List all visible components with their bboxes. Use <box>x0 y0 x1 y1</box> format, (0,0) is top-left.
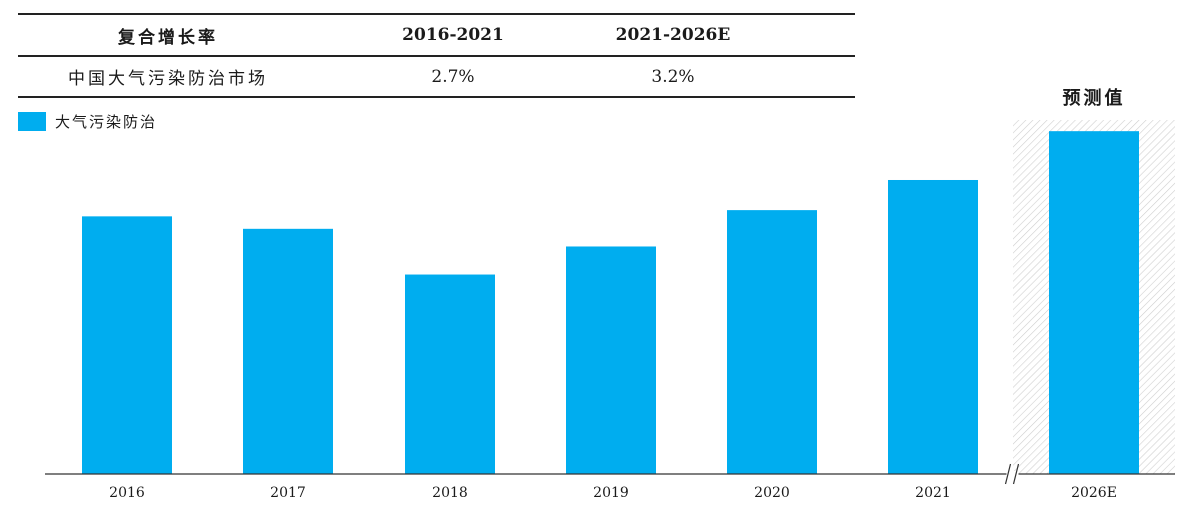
legend-label: 大气污染防治 <box>55 113 158 131</box>
bar-2019 <box>566 246 656 474</box>
x-tick-label: 2019 <box>593 485 629 501</box>
x-tick-label: 2020 <box>754 485 790 501</box>
chart-legend: 大气污染防治 <box>18 111 157 132</box>
cagr-data-row: 中国大气污染防治市场 2.7% 3.2% <box>18 57 855 96</box>
bar-2017 <box>243 228 333 474</box>
bar-2020 <box>727 210 817 474</box>
x-tick-label: 2026E <box>1071 485 1117 501</box>
cagr-value-period-2: 3.2% <box>651 66 695 87</box>
bar-2021 <box>888 179 978 474</box>
cagr-row-label: 中国大气污染防治市场 <box>68 69 268 89</box>
x-tick-label: 2021 <box>915 485 951 501</box>
axis-break-mark <box>1004 463 1020 485</box>
bar-2016 <box>82 216 172 474</box>
x-tick-label: 2016 <box>109 485 145 501</box>
cagr-header-label: 复合增长率 <box>118 27 218 48</box>
cagr-header-period-2: 2021-2026E <box>615 25 731 45</box>
bar-2026e <box>1049 131 1139 474</box>
x-tick-label: 2018 <box>432 485 468 501</box>
cagr-header-row: 复合增长率 2016-2021 2021-2026E <box>18 15 855 57</box>
bar-2018 <box>405 274 495 474</box>
cagr-header-period-1: 2016-2021 <box>402 25 504 45</box>
cagr-table: 复合增长率 2016-2021 2021-2026E 中国大气污染防治市场 2.… <box>18 13 855 98</box>
legend-swatch <box>18 112 46 131</box>
forecast-label: 预测值 <box>1062 88 1126 109</box>
cagr-value-period-1: 2.7% <box>431 66 475 87</box>
x-tick-label: 2017 <box>270 485 306 501</box>
